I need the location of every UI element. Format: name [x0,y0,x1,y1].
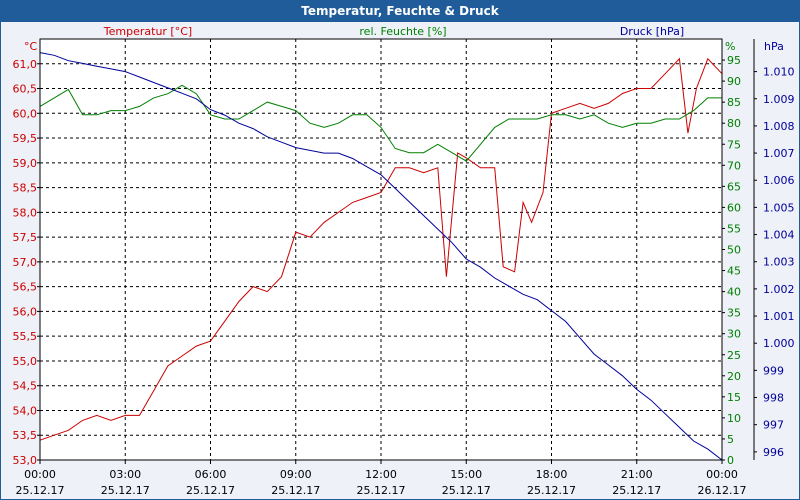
x-tick-label-date: 25.12.17 [612,484,661,497]
right-tick-label: 1.009 [763,93,795,106]
right-tick-label: 1.008 [763,120,795,133]
right-tick-label: 997 [763,419,784,432]
left-tick-label: 55,0 [13,355,38,368]
x-tick-label-time: 18:00 [536,468,568,481]
x-tick-label-time: 12:00 [365,468,397,481]
right-tick-label: 998 [763,392,784,405]
left-tick-label: 59,5 [13,132,38,145]
middle-tick-label: 0 [727,454,734,467]
right-tick-label: 1.006 [763,174,795,187]
x-tick-label-date: 25.12.17 [442,484,491,497]
middle-tick-label: 10 [727,412,741,425]
middle-axis-unit: % [725,40,735,53]
right-tick-label: 1.003 [763,256,795,269]
middle-tick-label: 25 [727,349,741,362]
middle-tick-label: 95 [727,54,741,67]
left-tick-label: 60,5 [13,83,38,96]
left-tick-label: 58,0 [13,206,38,219]
right-axis-label: Druck [hPa] [620,25,684,38]
axis-labels: 00:00 25.12.17 03:00 25.12.17 06:00 25.12.17 0… [13,25,795,497]
x-tick-label-time: 21:00 [621,468,653,481]
series-layer [39,52,723,461]
x-tick-label-date: 25.12.17 [357,484,406,497]
middle-tick-label: 60 [727,201,741,214]
middle-tick-label: 50 [727,244,741,257]
left-tick-label: 54,5 [13,380,38,393]
chart-title: Temperatur, Feuchte & Druck [1,1,799,22]
right-axis-unit: hPa [764,40,784,53]
right-tick-label: 1.000 [763,337,795,350]
middle-tick-label: 70 [727,159,741,172]
left-tick-label: 57,0 [13,256,38,269]
x-tick-label-date: 25.12.17 [527,484,576,497]
right-tick-label: 999 [763,364,784,377]
x-tick-label-time: 00:00 [706,468,738,481]
middle-tick-label: 85 [727,96,741,109]
axes [37,38,757,464]
x-tick-label-time: 00:00 [24,468,56,481]
left-tick-label: 60,0 [13,107,38,120]
middle-tick-label: 40 [727,286,741,299]
left-tick-label: 56,5 [13,281,38,294]
left-axis-label: Temperatur [°C] [103,25,192,38]
x-tick-label-date: 25.12.17 [16,484,65,497]
middle-tick-label: 80 [727,117,741,130]
left-tick-label: 59,0 [13,157,38,170]
middle-tick-label: 20 [727,370,741,383]
left-tick-label: 56,0 [13,305,38,318]
plot-border [39,38,723,461]
right-tick-label: 1.004 [763,229,795,242]
middle-tick-label: 75 [727,138,741,151]
left-axis-unit: °C [24,40,38,53]
middle-tick-label: 45 [727,265,741,278]
grid [40,39,722,460]
right-tick-label: 1.002 [763,283,795,296]
x-tick-label-date: 26.12.17 [698,484,747,497]
left-tick-label: 61,0 [13,58,38,71]
left-tick-label: 55,5 [13,330,38,343]
middle-tick-label: 15 [727,391,741,404]
middle-tick-label: 35 [727,307,741,320]
middle-tick-label: 65 [727,180,741,193]
left-tick-label: 57,5 [13,231,38,244]
x-tick-label-time: 09:00 [280,468,312,481]
left-tick-label: 58,5 [13,182,38,195]
x-tick-label-time: 06:00 [195,468,227,481]
left-tick-label: 53,5 [13,429,38,442]
x-tick-label-time: 15:00 [450,468,482,481]
pressure-line [39,52,723,461]
x-tick-label-date: 25.12.17 [186,484,235,497]
x-tick-label-date: 25.12.17 [271,484,320,497]
right-tick-label: 1.007 [763,147,795,160]
right-tick-label: 996 [763,446,784,459]
middle-tick-label: 5 [727,433,734,446]
humidity-line [39,84,722,162]
middle-tick-label: 30 [727,328,741,341]
temperature-line [39,57,723,441]
x-tick-label-time: 03:00 [109,468,141,481]
right-tick-label: 1.001 [763,310,795,323]
middle-axis-label: rel. Feuchte [%] [359,25,446,38]
left-tick-label: 54,0 [13,404,38,417]
x-tick-label-date: 25.12.17 [101,484,150,497]
right-tick-label: 1.005 [763,201,795,214]
middle-tick-label: 55 [727,222,741,235]
middle-tick-label: 90 [727,75,741,88]
left-tick-label: 53,0 [13,454,38,467]
right-tick-label: 1.010 [763,66,795,79]
